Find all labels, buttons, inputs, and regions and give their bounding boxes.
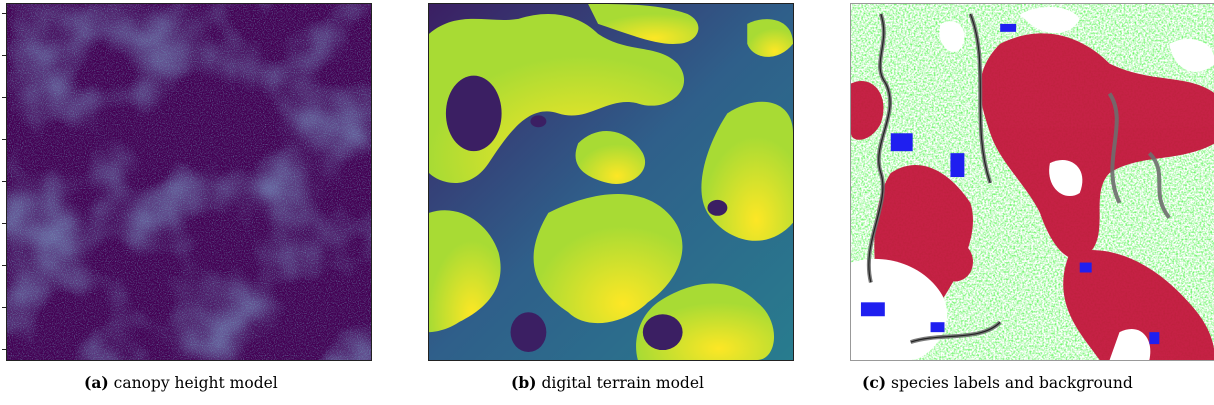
canopy-height-image — [6, 3, 372, 361]
digital-terrain-image — [428, 3, 794, 361]
caption-b-label: (b) — [511, 373, 537, 392]
caption-a-text: canopy height model — [113, 374, 278, 392]
species-labels-svg — [851, 4, 1214, 360]
caption-a-label: (a) — [84, 373, 109, 392]
canopy-height-svg — [7, 4, 371, 360]
species-labels-image — [850, 3, 1214, 361]
caption-a: (a) canopy height model — [84, 373, 278, 392]
caption-c-text: species labels and background — [891, 374, 1133, 392]
caption-b: (b) digital terrain model — [511, 373, 704, 392]
caption-c-label: (c) — [862, 373, 887, 392]
caption-c: (c) species labels and background — [862, 373, 1133, 392]
caption-b-text: digital terrain model — [541, 374, 704, 392]
digital-terrain-svg — [429, 4, 793, 360]
